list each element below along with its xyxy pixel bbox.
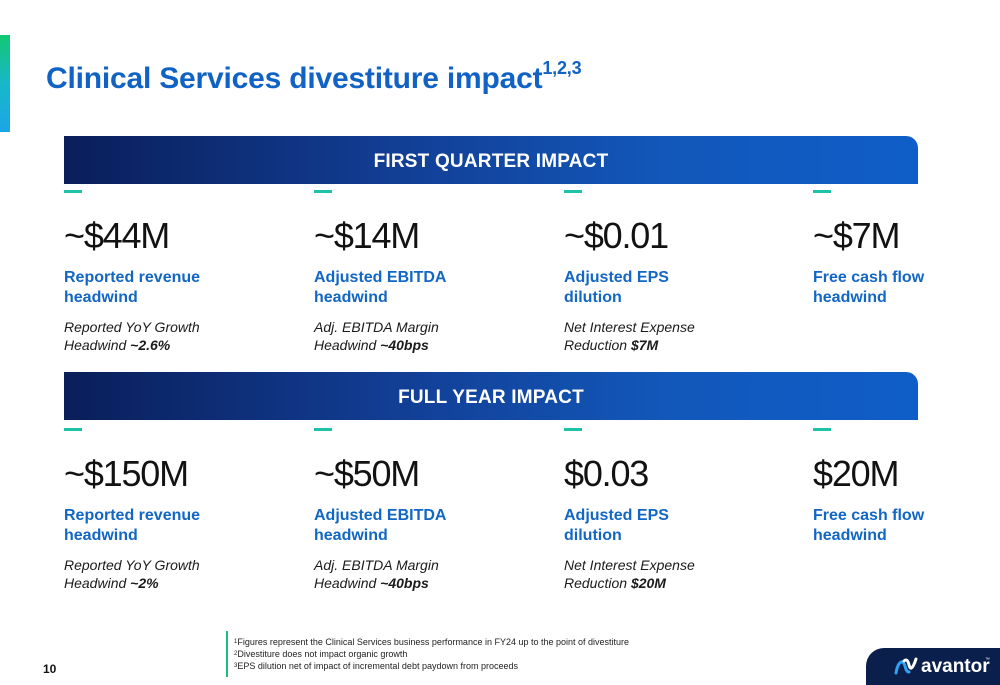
metric-note-prefix: Reduction (564, 337, 631, 353)
footnote-text: Figures represent the Clinical Services … (237, 637, 630, 647)
metric-note-line1: Reported YoY Growth (64, 557, 200, 573)
metric-value: $20M (813, 453, 899, 494)
metric-label: Reported revenue headwind (64, 506, 294, 546)
metric-label: Adjusted EBITDA headwind (314, 268, 544, 308)
metric-dash (564, 428, 582, 431)
metric-note-prefix: Headwind (314, 337, 381, 353)
metric-dash (314, 428, 332, 431)
metric-label-line2: headwind (314, 289, 388, 306)
page-title: Clinical Services divestiture impact1,2,… (46, 58, 582, 96)
footnote-text: EPS dilution net of impact of incrementa… (237, 661, 518, 671)
metric-label-line2: headwind (64, 527, 138, 544)
metric-note-prefix: Headwind (64, 575, 131, 591)
avantor-logo: avantor ™ (866, 648, 1000, 685)
metric-label-line2: dilution (564, 527, 622, 544)
fq-eps-metric: ~$0.01 Adjusted EPS dilution Net Interest… (564, 190, 794, 354)
metric-value: ~$0.01 (564, 215, 669, 256)
metric-note: Adj. EBITDA Margin Headwind ~40bps (314, 556, 544, 592)
metric-label-line1: Adjusted EBITDA (314, 269, 447, 286)
metric-label-line2: headwind (64, 289, 138, 306)
metric-value: ~$7M (813, 215, 900, 256)
avantor-mark-icon (894, 657, 918, 675)
metric-label-line2: headwind (813, 527, 887, 544)
metric-label: Free cash flow headwind (813, 506, 1000, 546)
fy-fcf-metric: $20M Free cash flow headwind (813, 428, 1000, 546)
metric-label-line2: headwind (314, 527, 388, 544)
footnote: 3EPS dilution net of impact of increment… (234, 660, 629, 672)
metric-note: Reported YoY Growth Headwind ~2% (64, 556, 294, 592)
footnotes: 1Figures represent the Clinical Services… (234, 636, 629, 672)
accent-bar (0, 35, 10, 132)
fq-ebitda-metric: ~$14M Adjusted EBITDA headwind Adj. EBITD… (314, 190, 544, 354)
metric-dash (813, 190, 831, 193)
metric-note: Reported YoY Growth Headwind ~2.6% (64, 318, 294, 354)
metric-label: Adjusted EBITDA headwind (314, 506, 544, 546)
footnote-bar (226, 631, 228, 677)
metric-note-value: ~2.6% (130, 337, 171, 353)
footnote-text: Divestiture does not impact organic grow… (237, 649, 408, 659)
metric-value: ~$150M (64, 453, 189, 494)
metric-label: Adjusted EPS dilution (564, 506, 794, 546)
metric-dash (64, 428, 82, 431)
metric-dash (813, 428, 831, 431)
metric-label: Adjusted EPS dilution (564, 268, 794, 308)
metric-dash (314, 190, 332, 193)
metric-dash (64, 190, 82, 193)
metric-note-value: ~2% (130, 575, 159, 591)
metric-note-line1: Adj. EBITDA Margin (314, 319, 439, 335)
fy-eps-metric: $0.03 Adjusted EPS dilution Net Interest … (564, 428, 794, 592)
metric-label-line1: Adjusted EPS (564, 269, 669, 286)
metric-label-line1: Reported revenue (64, 507, 201, 524)
title-footnote-refs: 1,2,3 (542, 58, 582, 78)
metric-note-line1: Net Interest Expense (564, 319, 695, 335)
footnote-number: 3 (234, 663, 238, 669)
page-number: 10 (43, 662, 57, 676)
fq-revenue-metric: ~$44M Reported revenue headwind Reported … (64, 190, 294, 354)
fy-ebitda-metric: ~$50M Adjusted EBITDA headwind Adj. EBITD… (314, 428, 544, 592)
metric-label-line1: Reported revenue (64, 269, 201, 286)
metric-label: Reported revenue headwind (64, 268, 294, 308)
metric-note-value: ~40bps (380, 575, 429, 591)
first-quarter-banner: FIRST QUARTER IMPACT (64, 136, 918, 184)
fq-fcf-metric: ~$7M Free cash flow headwind (813, 190, 1000, 308)
metric-note-value: $20M (630, 575, 666, 591)
metric-value: ~$14M (314, 215, 420, 256)
footnote-number: 2 (234, 651, 238, 657)
metric-label-line1: Free cash flow (813, 507, 925, 524)
metric-note-value: ~40bps (380, 337, 429, 353)
metric-label-line2: dilution (564, 289, 622, 306)
metric-note-line1: Net Interest Expense (564, 557, 695, 573)
footnote: 1Figures represent the Clinical Services… (234, 636, 629, 648)
metric-note: Adj. EBITDA Margin Headwind ~40bps (314, 318, 544, 354)
metric-note-line1: Reported YoY Growth (64, 319, 200, 335)
metric-note-value: $7M (630, 337, 659, 353)
footnote: 2Divestiture does not impact organic gro… (234, 648, 629, 660)
metric-note-prefix: Headwind (64, 337, 131, 353)
metric-note-line1: Adj. EBITDA Margin (314, 557, 439, 573)
metric-label: Free cash flow headwind (813, 268, 1000, 308)
metric-label-line2: headwind (813, 289, 887, 306)
metric-note-prefix: Reduction (564, 575, 631, 591)
metric-note: Net Interest Expense Reduction $7M (564, 318, 794, 354)
metric-label-line1: Adjusted EPS (564, 507, 669, 524)
metric-value: $0.03 (564, 453, 649, 494)
footnote-number: 1 (234, 639, 238, 645)
full-year-banner: FULL YEAR IMPACT (64, 372, 918, 420)
metric-dash (564, 190, 582, 193)
metric-value: ~$44M (64, 215, 170, 256)
metric-note-prefix: Headwind (314, 575, 381, 591)
title-text: Clinical Services divestiture impact (46, 62, 543, 95)
logo-trademark: ™ (985, 657, 990, 663)
metric-label-line1: Adjusted EBITDA (314, 507, 447, 524)
metric-value: ~$50M (314, 453, 420, 494)
metric-label-line1: Free cash flow (813, 269, 925, 286)
logo-text: avantor (921, 656, 990, 677)
fy-revenue-metric: ~$150M Reported revenue headwind Reported… (64, 428, 294, 592)
metric-note: Net Interest Expense Reduction $20M (564, 556, 794, 592)
